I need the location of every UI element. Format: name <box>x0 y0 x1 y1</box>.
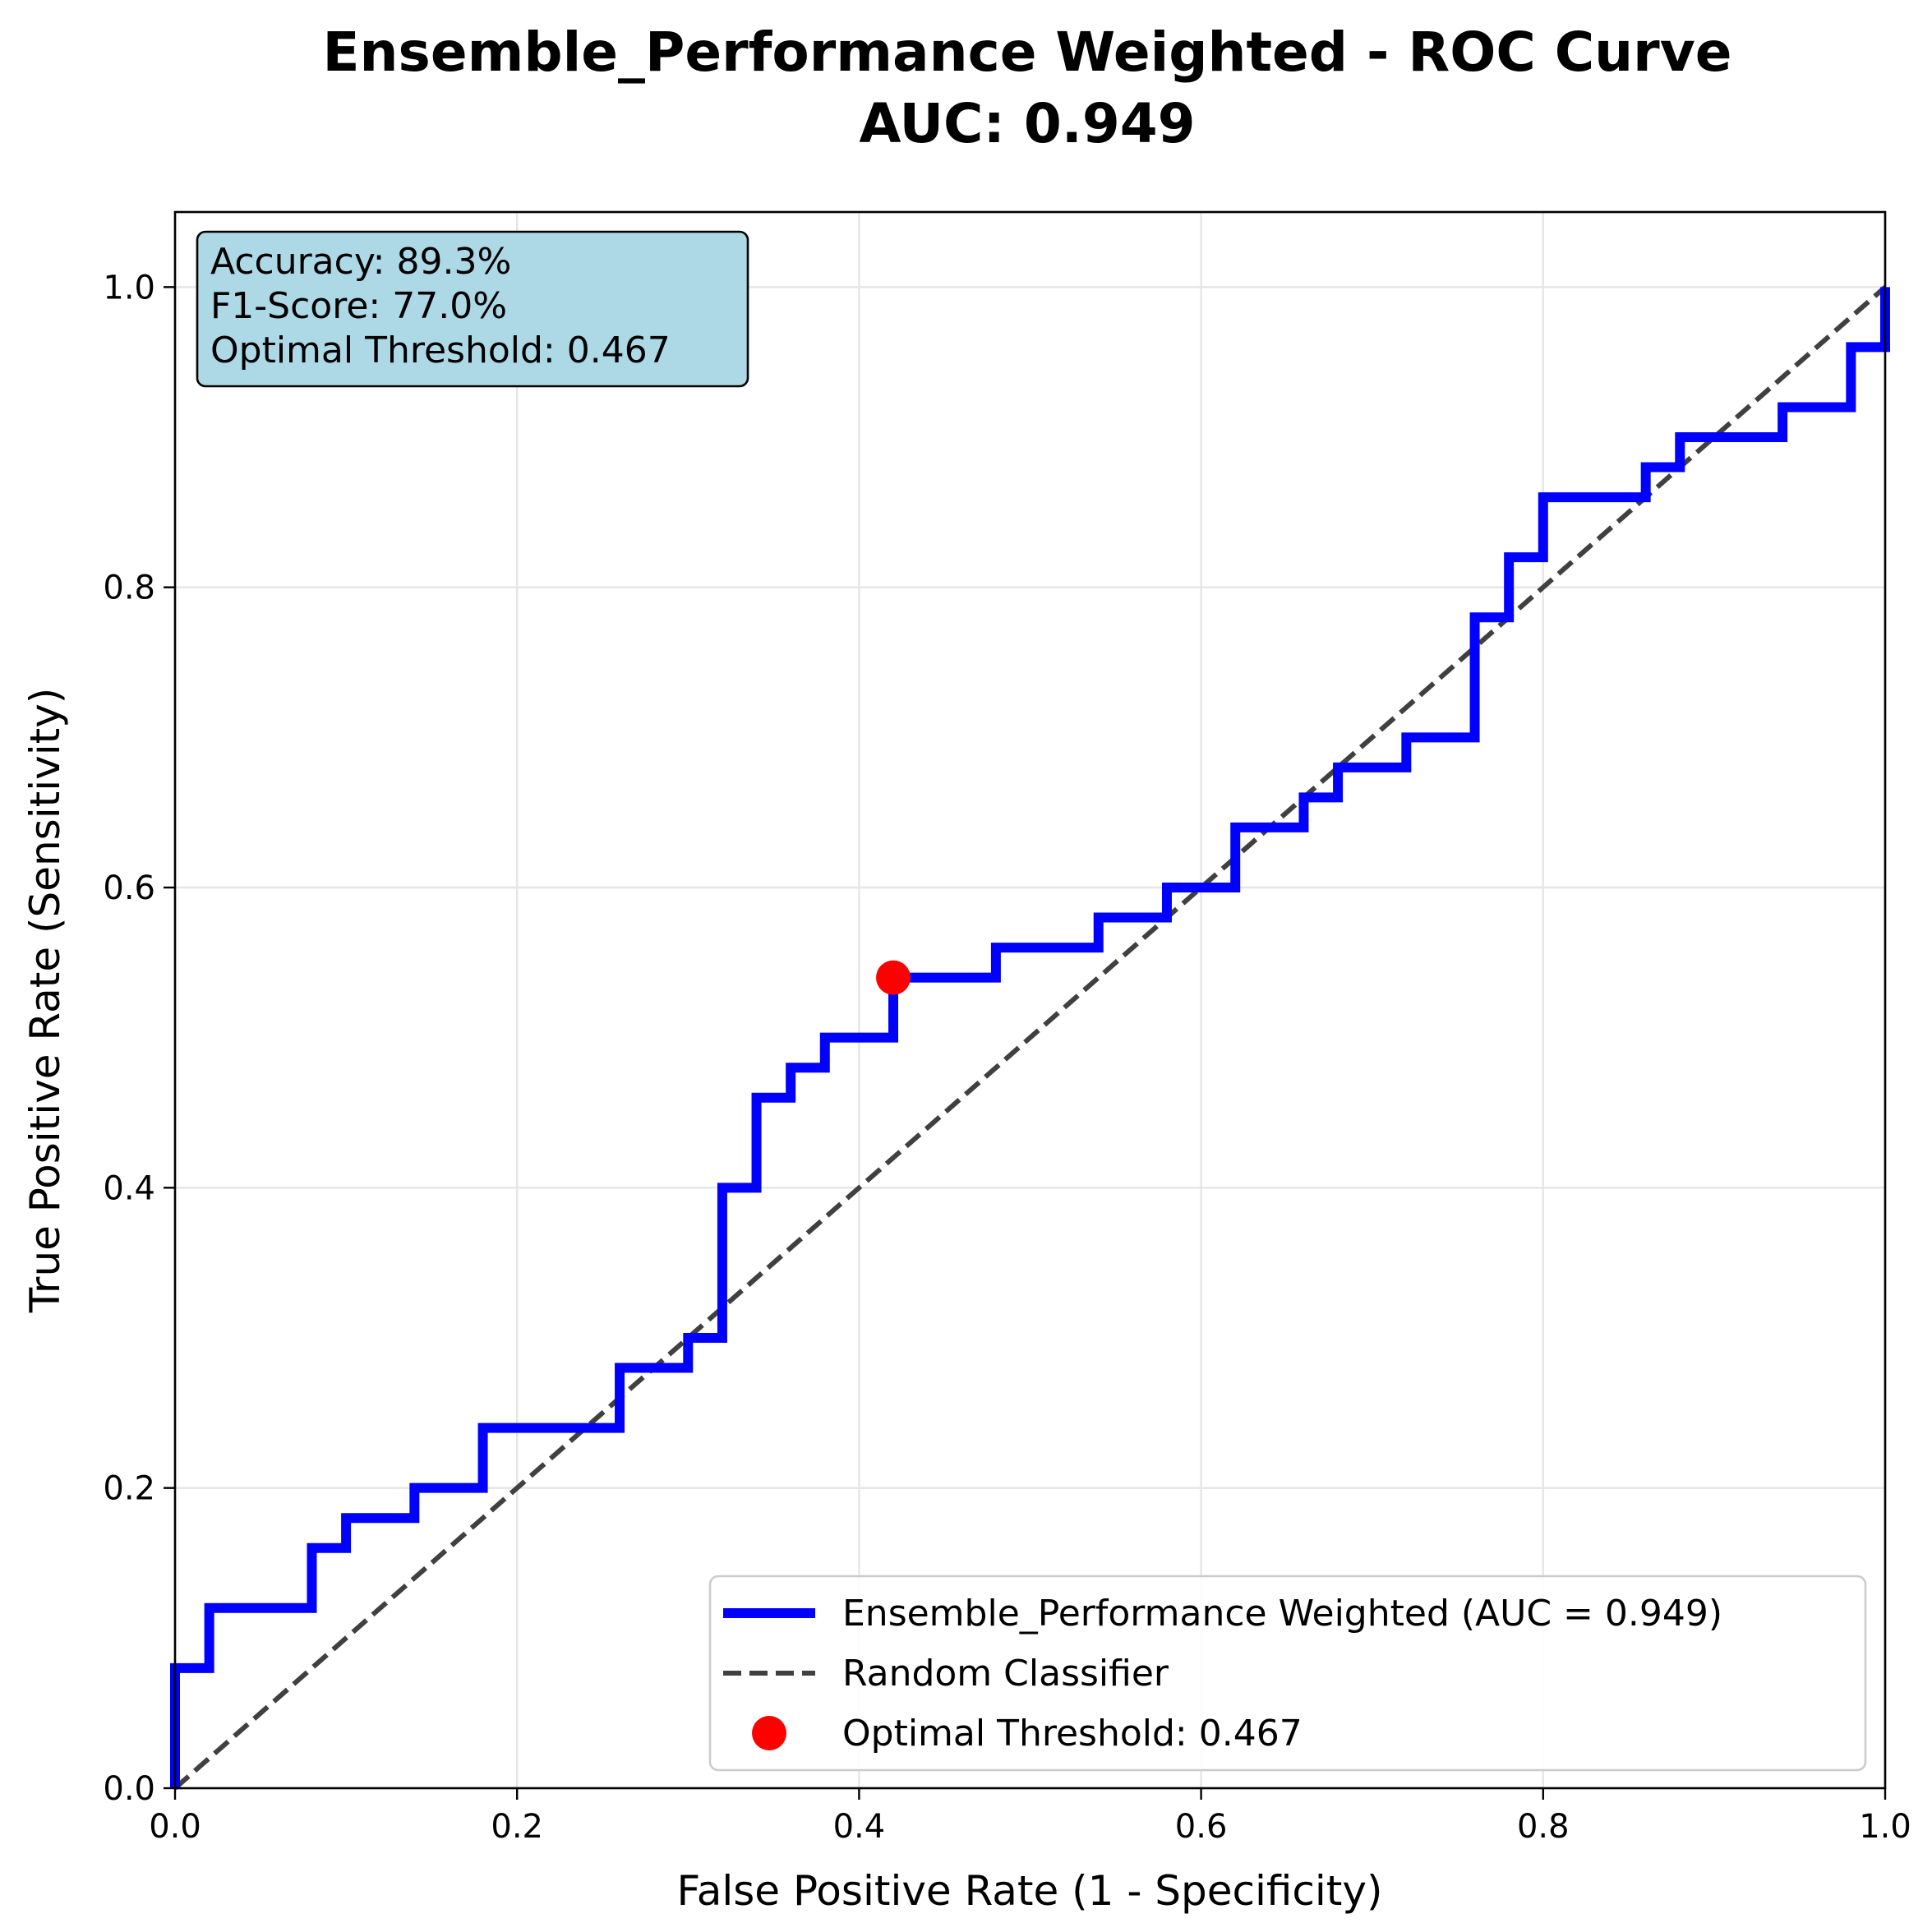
x-axis-ticks: 0.0 0.2 0.4 0.6 0.8 1.0 <box>149 1788 1911 1846</box>
axes-frame <box>173 210 1887 1790</box>
optimal-threshold-point <box>876 960 911 995</box>
y-tick-label: 0.6 <box>103 869 155 907</box>
y-axis-ticks: 0.0 0.2 0.4 0.6 0.8 1.0 <box>103 269 175 1808</box>
chart-subtitle: AUC: 0.949 <box>859 92 1195 155</box>
y-tick-label: 0.4 <box>103 1169 155 1207</box>
x-tick-label: 0.4 <box>833 1808 886 1846</box>
y-tick-label: 0.8 <box>103 569 155 607</box>
stats-optimal-threshold: Optimal Threshold: 0.467 <box>210 330 671 371</box>
random-classifier-line <box>173 285 1887 1791</box>
stats-box: Accuracy: 89.3% F1-Score: 77.0% Optimal … <box>196 230 749 388</box>
x-tick-label: 0.6 <box>1175 1808 1228 1846</box>
y-tick-label: 0.0 <box>103 1770 155 1808</box>
stats-accuracy: Accuracy: 89.3% <box>210 241 511 283</box>
plot-area <box>175 212 1885 1788</box>
y-tick-label: 0.2 <box>103 1470 155 1508</box>
x-tick-label: 0.2 <box>491 1808 543 1846</box>
legend-label-optimal: Optimal Threshold: 0.467 <box>842 1713 1303 1754</box>
x-tick-label: 1.0 <box>1859 1808 1911 1846</box>
x-tick-label: 0.0 <box>149 1808 201 1846</box>
x-tick-label: 0.8 <box>1517 1808 1570 1846</box>
legend-label-random: Random Classifier <box>842 1653 1169 1695</box>
legend-frame <box>708 1575 1867 1772</box>
stats-box-background <box>196 230 749 388</box>
legend-swatch-optimal <box>752 1716 786 1750</box>
x-axis-label: False Positive Rate (1 - Specificity) <box>677 1867 1383 1915</box>
series-layer <box>170 285 1890 1791</box>
y-tick-label: 1.0 <box>103 269 155 307</box>
legend: Ensemble_Performance Weighted (AUC = 0.9… <box>708 1575 1867 1772</box>
chart-title: Ensemble_Performance Weighted - ROC Curv… <box>322 21 1731 84</box>
y-axis-label: True Positive Rate (Sensitivity) <box>21 688 69 1314</box>
legend-label-roc: Ensemble_Performance Weighted (AUC = 0.9… <box>842 1593 1722 1635</box>
roc-curve-line <box>170 287 1890 1788</box>
stats-f1-score: F1-Score: 77.0% <box>210 285 507 327</box>
